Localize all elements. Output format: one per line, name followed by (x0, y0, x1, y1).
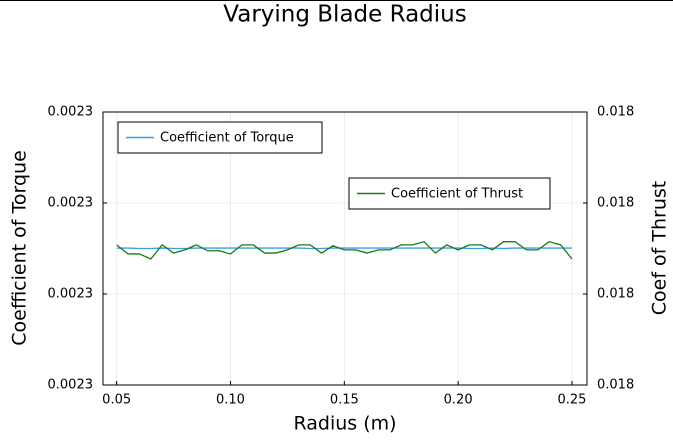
chart-title: Varying Blade Radius (223, 2, 466, 28)
x-tick-label: 0.10 (216, 393, 245, 408)
y-axis-label: Coefficient of Torque (9, 150, 31, 346)
y-tick-label: 0.0023 (48, 287, 94, 302)
y-tick-label: 0.0023 (48, 105, 94, 120)
x-tick-label: 0.20 (444, 393, 473, 408)
y2-tick-label: 0.018 (597, 287, 634, 302)
plot-frame (102, 111, 588, 386)
y-tick-label: 0.0023 (48, 378, 94, 393)
x-tick-label: 0.05 (102, 393, 131, 408)
y2-tick-label: 0.018 (597, 196, 634, 211)
x-tick-label: 0.15 (330, 393, 359, 408)
legend-label: Coefficient of Torque (160, 131, 294, 146)
y2-tick-label: 0.018 (597, 378, 634, 393)
y2-axis-label: Coef of Thrust (649, 181, 671, 316)
x-axis-label: Radius (m) (293, 413, 396, 435)
y-tick-label: 0.0023 (48, 196, 94, 211)
line-series (116, 240, 573, 260)
x-tick-label: 0.25 (557, 393, 586, 408)
y2-tick-label: 0.018 (597, 105, 634, 120)
legend-label: Coefficient of Thrust (391, 187, 523, 202)
